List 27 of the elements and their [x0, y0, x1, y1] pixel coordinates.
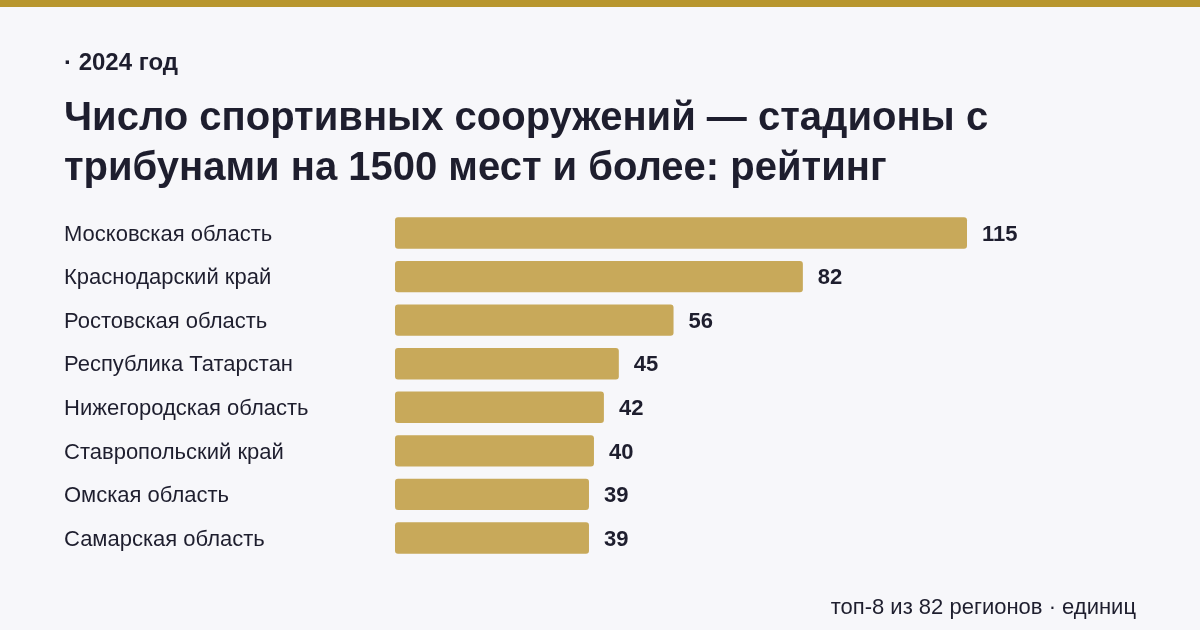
bar — [395, 522, 589, 554]
y-tick-label: Московская область — [64, 220, 273, 246]
bar — [395, 304, 674, 336]
y-tick-label: Нижегородская область — [64, 394, 309, 420]
data-label: 45 — [633, 351, 659, 377]
data-label: 115 — [982, 220, 1018, 246]
bar — [395, 217, 967, 249]
y-tick-label: Ставропольский край — [64, 438, 284, 464]
y-tick-label: Ростовская область — [64, 307, 268, 333]
data-label: 82 — [817, 264, 843, 290]
bar — [395, 348, 619, 380]
bar — [395, 260, 803, 293]
data-label: 39 — [603, 482, 629, 508]
text: · 2024 год — [64, 48, 178, 75]
bar — [395, 391, 604, 423]
data-label: 56 — [688, 307, 714, 333]
data-label: 40 — [608, 438, 634, 464]
y-tick-label: Самарская область — [64, 525, 265, 551]
text: топ-8 из 82 регионов · единиц — [830, 594, 1137, 619]
y-tick-label: Омская область — [64, 482, 230, 508]
bar — [395, 478, 589, 511]
data-label: 39 — [603, 525, 629, 551]
chart-title: Число спортивных сооружений — стадионы с трибунами на 1500 мест и более: рейтинг — [64, 94, 989, 188]
y-tick-label: Краснодарский край — [64, 264, 272, 290]
data-label: 42 — [618, 394, 644, 420]
y-tick-label: Республика Татарстан — [64, 351, 294, 377]
bar — [395, 435, 594, 467]
